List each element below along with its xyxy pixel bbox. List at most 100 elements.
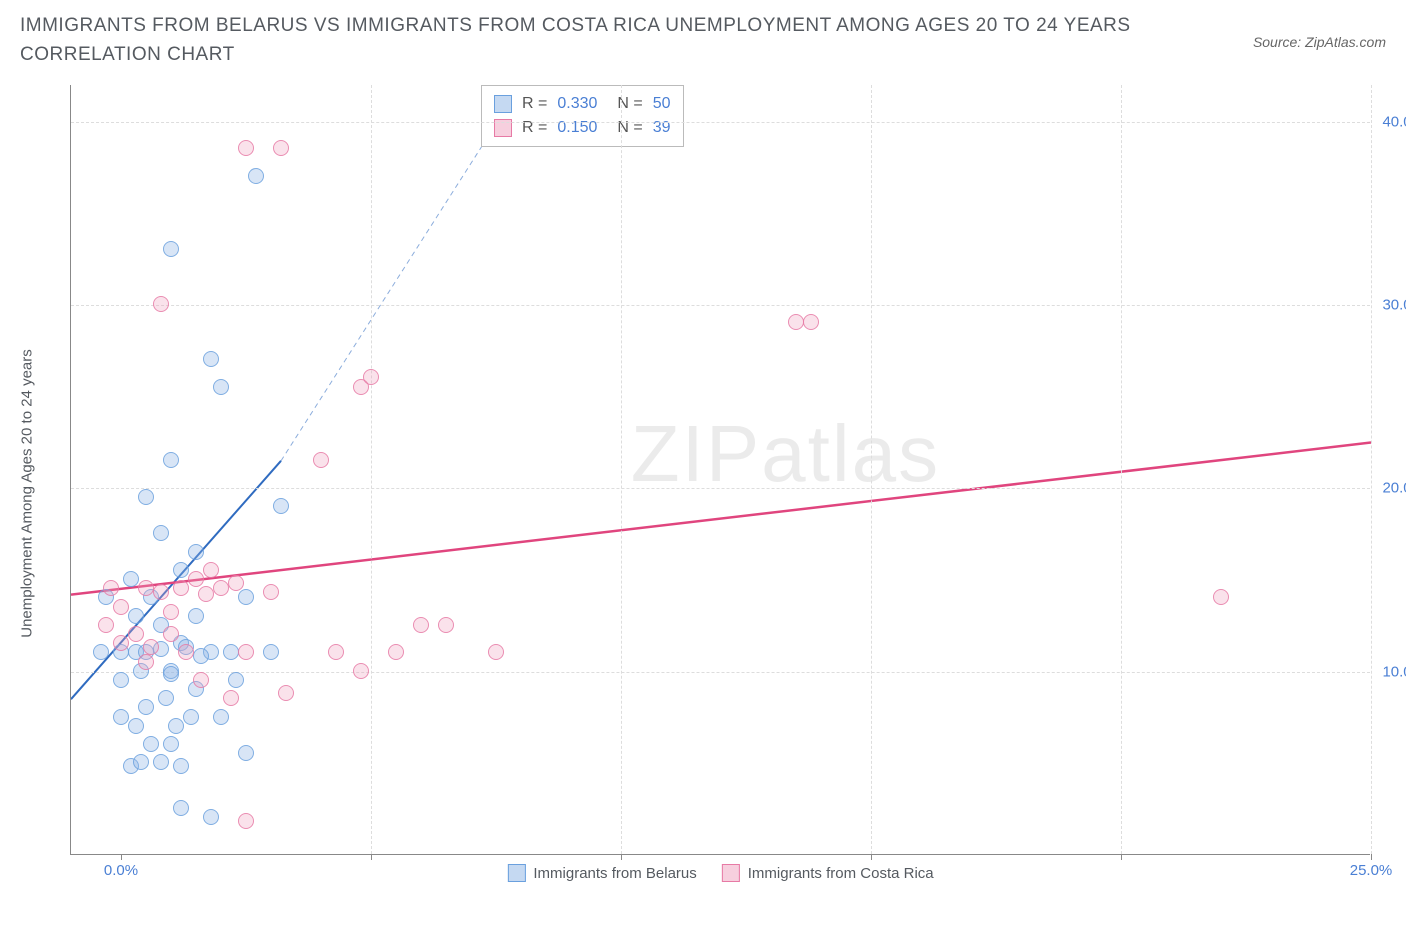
grid-line-h: [71, 488, 1370, 489]
trend-lines-svg: [71, 85, 1371, 855]
data-point: [273, 498, 289, 514]
data-point: [223, 690, 239, 706]
grid-line-v: [621, 85, 622, 854]
watermark-part1: ZIP: [631, 409, 761, 498]
legend-item-costarica: Immigrants from Costa Rica: [722, 864, 934, 882]
data-point: [183, 709, 199, 725]
data-point: [188, 608, 204, 624]
data-point: [123, 571, 139, 587]
legend-label-belarus: Immigrants from Belarus: [533, 865, 696, 882]
data-point: [238, 813, 254, 829]
grid-line-v: [1371, 85, 1372, 854]
data-point: [213, 709, 229, 725]
r-value-belarus: 0.330: [557, 92, 597, 116]
data-point: [128, 608, 144, 624]
n-value-belarus: 50: [653, 92, 671, 116]
data-point: [143, 639, 159, 655]
data-point: [223, 644, 239, 660]
grid-line-h: [71, 305, 1370, 306]
data-point: [328, 644, 344, 660]
data-point: [248, 168, 264, 184]
data-point: [133, 754, 149, 770]
y-axis-label: Unemployment Among Ages 20 to 24 years: [19, 349, 36, 638]
data-point: [193, 648, 209, 664]
data-point: [273, 140, 289, 156]
y-tick-label: 20.0%: [1382, 480, 1406, 497]
x-tick-label: 0.0%: [104, 862, 138, 879]
data-point: [153, 296, 169, 312]
data-point: [173, 562, 189, 578]
grid-line-v: [871, 85, 872, 854]
n-value-costarica: 39: [653, 116, 671, 140]
swatch-blue-icon: [507, 864, 525, 882]
watermark: ZIPatlas: [631, 408, 940, 500]
data-point: [213, 379, 229, 395]
data-point: [803, 314, 819, 330]
data-point: [193, 672, 209, 688]
data-point: [153, 525, 169, 541]
trend-line: [71, 461, 281, 699]
data-point: [238, 589, 254, 605]
watermark-part2: atlas: [761, 409, 940, 498]
data-point: [188, 544, 204, 560]
swatch-blue-icon: [494, 95, 512, 113]
data-point: [238, 644, 254, 660]
data-point: [98, 617, 114, 633]
x-tick-mark: [871, 854, 872, 860]
data-point: [228, 672, 244, 688]
data-point: [238, 140, 254, 156]
data-point: [178, 644, 194, 660]
data-point: [203, 562, 219, 578]
data-point: [103, 580, 119, 596]
data-point: [163, 666, 179, 682]
data-point: [278, 685, 294, 701]
data-point: [163, 626, 179, 642]
data-point: [163, 452, 179, 468]
data-point: [113, 599, 129, 615]
trend-line: [71, 443, 1371, 595]
data-point: [1213, 589, 1229, 605]
data-point: [93, 644, 109, 660]
grid-line-v: [1121, 85, 1122, 854]
data-point: [788, 314, 804, 330]
y-tick-label: 40.0%: [1382, 113, 1406, 130]
data-point: [238, 745, 254, 761]
data-point: [363, 369, 379, 385]
data-point: [163, 241, 179, 257]
data-point: [188, 571, 204, 587]
data-point: [413, 617, 429, 633]
data-point: [143, 736, 159, 752]
data-point: [113, 672, 129, 688]
legend-item-belarus: Immigrants from Belarus: [507, 864, 696, 882]
data-point: [173, 758, 189, 774]
y-tick-label: 30.0%: [1382, 297, 1406, 314]
stats-row-belarus: R = 0.330 N = 50: [494, 92, 671, 116]
grid-line-v: [371, 85, 372, 854]
data-point: [138, 489, 154, 505]
data-point: [128, 718, 144, 734]
data-point: [228, 575, 244, 591]
data-point: [163, 604, 179, 620]
x-tick-mark: [371, 854, 372, 860]
data-point: [213, 580, 229, 596]
stats-legend: R = 0.330 N = 50 R = 0.150 N = 39: [481, 85, 684, 147]
data-point: [173, 580, 189, 596]
chart-title: IMMIGRANTS FROM BELARUS VS IMMIGRANTS FR…: [20, 12, 1170, 69]
r-value-costarica: 0.150: [557, 116, 597, 140]
data-point: [203, 351, 219, 367]
data-point: [153, 754, 169, 770]
data-point: [113, 709, 129, 725]
x-tick-mark: [121, 854, 122, 860]
legend-label-costarica: Immigrants from Costa Rica: [748, 865, 934, 882]
data-point: [438, 617, 454, 633]
x-tick-mark: [1121, 854, 1122, 860]
data-point: [158, 690, 174, 706]
data-point: [153, 584, 169, 600]
x-tick-label: 25.0%: [1350, 862, 1393, 879]
r-label: R =: [522, 116, 547, 140]
data-point: [313, 452, 329, 468]
stats-row-costarica: R = 0.150 N = 39: [494, 116, 671, 140]
chart-container: Unemployment Among Ages 20 to 24 years Z…: [55, 85, 1385, 885]
grid-line-h: [71, 122, 1370, 123]
plot-area: ZIPatlas R = 0.330 N = 50 R = 0.150 N = …: [70, 85, 1370, 855]
